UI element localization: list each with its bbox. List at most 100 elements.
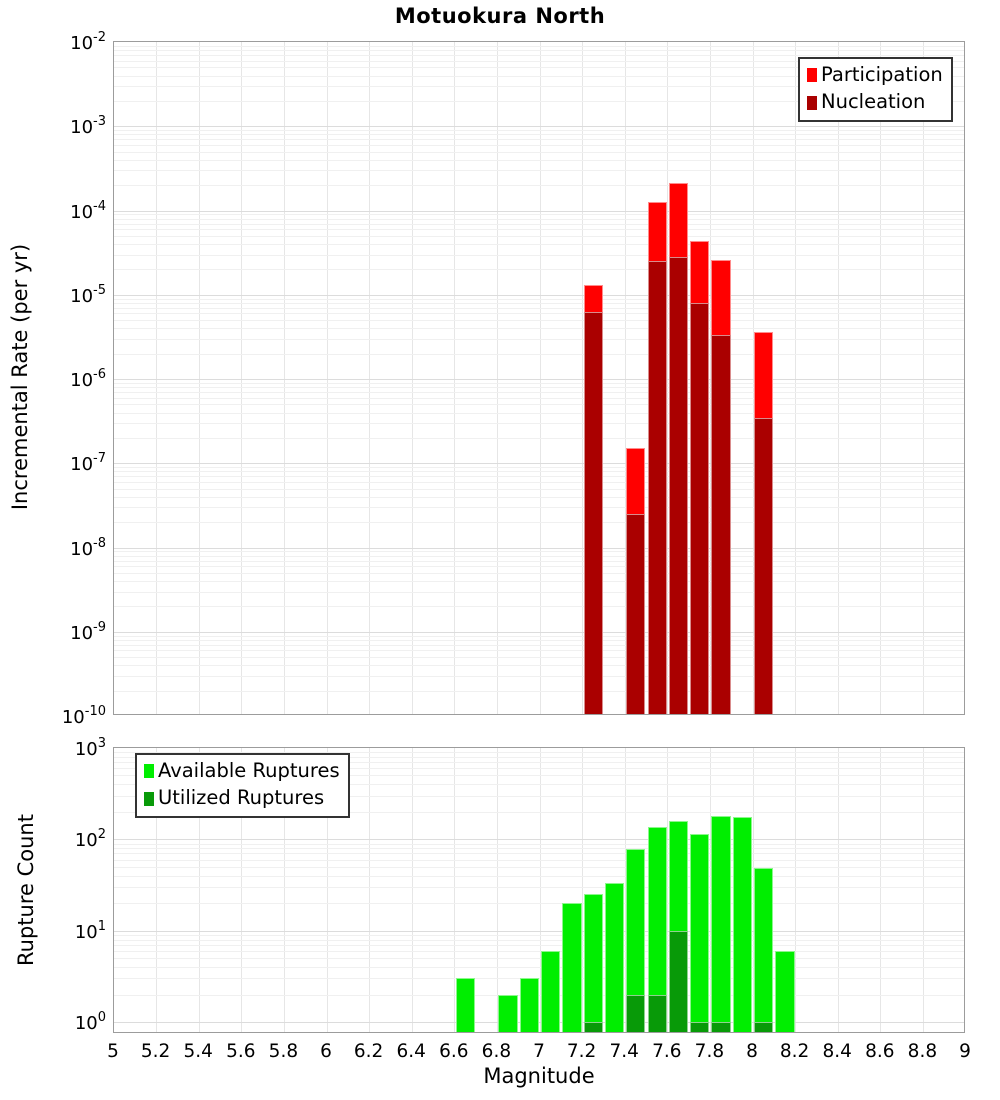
gridline-vertical — [837, 748, 839, 1032]
gridline-vertical — [880, 748, 882, 1032]
bar-utilized-ruptures — [690, 1022, 710, 1032]
gridline-vertical — [198, 42, 200, 714]
gridline-minor — [114, 496, 964, 498]
x-tick-label: 5.2 — [140, 1041, 171, 1062]
gridline-minor — [114, 423, 964, 425]
nucleation-swatch-icon — [807, 95, 817, 110]
gridline-minor — [114, 313, 964, 315]
gridline-minor — [114, 958, 964, 960]
gridline-minor — [114, 45, 964, 47]
legend-item-label: Participation — [821, 63, 943, 86]
gridline-minor — [114, 55, 964, 57]
x-tick-label: 5.4 — [183, 1041, 213, 1062]
gridline-minor — [114, 572, 964, 574]
gridline-major — [114, 463, 964, 465]
gridline-vertical — [795, 42, 797, 714]
available-swatch-icon — [144, 764, 154, 779]
gridline-minor — [114, 934, 964, 936]
x-tick-label: 5 — [107, 1041, 119, 1062]
gridline-minor — [114, 404, 964, 406]
gridline-minor — [114, 159, 964, 161]
bar-available-ruptures — [690, 834, 710, 1032]
x-tick-label: 7.8 — [694, 1041, 725, 1062]
gridline-major — [114, 547, 964, 549]
gridline-minor — [114, 353, 964, 355]
x-tick-label: 7.2 — [566, 1041, 597, 1062]
gridline-minor — [114, 675, 964, 677]
gridline-major — [114, 210, 964, 212]
legend-item: Participation — [807, 63, 943, 87]
x-tick-label: 8.6 — [865, 1041, 895, 1062]
bar-available-ruptures — [754, 868, 774, 1032]
gridline-minor — [114, 437, 964, 439]
gridline-minor — [114, 875, 964, 877]
gridline-vertical — [156, 42, 158, 714]
x-tick-label: 8.4 — [822, 1041, 852, 1062]
gridline-vertical — [411, 42, 413, 714]
gridline-minor — [114, 130, 964, 132]
gridline-minor — [114, 887, 964, 889]
gridline-minor — [114, 235, 964, 237]
count-legend: Available Ruptures Utilized Ruptures — [135, 753, 350, 818]
x-tick-label: 5.8 — [268, 1041, 299, 1062]
x-tick-label: 6.4 — [396, 1041, 426, 1062]
rate-plot-area — [113, 41, 965, 715]
x-tick-label: 6.8 — [481, 1041, 512, 1062]
gridline-minor — [114, 950, 964, 952]
bar-available-ruptures — [519, 978, 539, 1032]
gridline-vertical — [283, 42, 285, 714]
gridline-vertical — [496, 748, 498, 1032]
legend-item: Utilized Ruptures — [144, 786, 340, 810]
legend-item-label: Utilized Ruptures — [158, 786, 325, 810]
gridline-major — [114, 839, 964, 841]
gridline-minor — [114, 978, 964, 980]
gridline-minor — [114, 185, 964, 187]
gridline-minor — [114, 657, 964, 659]
gridline-minor — [114, 903, 964, 905]
y-tick-label: 103 — [74, 736, 106, 760]
gridline-minor — [114, 397, 964, 399]
gridline-vertical — [922, 748, 924, 1032]
gridline-vertical — [837, 42, 839, 714]
y-tick-label: 10-6 — [70, 367, 106, 391]
gridline-minor — [114, 170, 964, 172]
y-tick-label: 102 — [74, 827, 106, 852]
x-tick-label: 6.2 — [353, 1041, 384, 1062]
gridline-minor — [114, 488, 964, 490]
bar-nucleation — [711, 335, 731, 714]
gridline-minor — [114, 328, 964, 330]
x-tick-label: 8.2 — [779, 1041, 810, 1062]
gridline-minor — [114, 522, 964, 524]
gridline-minor — [114, 591, 964, 593]
bar-utilized-ruptures — [583, 1022, 603, 1032]
gridline-minor — [114, 302, 964, 304]
bar-utilized-ruptures — [668, 930, 689, 1032]
gridline-minor — [114, 644, 964, 646]
legend-item: Nucleation — [807, 90, 943, 114]
gridline-minor — [114, 967, 964, 968]
gridline-vertical — [241, 42, 243, 714]
gridline-vertical — [369, 42, 371, 714]
bar-utilized-ruptures — [754, 1022, 774, 1032]
gridline-minor — [114, 866, 964, 868]
gridline-minor — [114, 560, 964, 562]
gridline-minor — [114, 254, 964, 256]
gridline-minor — [114, 665, 964, 667]
legend-item: Available Ruptures — [144, 759, 340, 783]
bar-available-ruptures — [583, 894, 603, 1032]
bar-available-ruptures — [626, 849, 646, 1032]
bar-nucleation — [647, 261, 667, 714]
gridline-minor — [114, 338, 964, 340]
gridline-minor — [114, 50, 964, 52]
gridline-major — [114, 379, 964, 380]
legend-item-label: Available Ruptures — [158, 759, 340, 782]
gridline-minor — [114, 994, 964, 996]
gridline-minor — [114, 134, 964, 136]
gridline-minor — [114, 650, 964, 652]
gridline-minor — [114, 843, 964, 845]
gridline-minor — [114, 639, 964, 641]
bar-available-ruptures — [647, 827, 667, 1032]
gridline-minor — [114, 320, 964, 322]
rate-y-axis-label: Incremental Rate (per yr) — [8, 243, 32, 511]
